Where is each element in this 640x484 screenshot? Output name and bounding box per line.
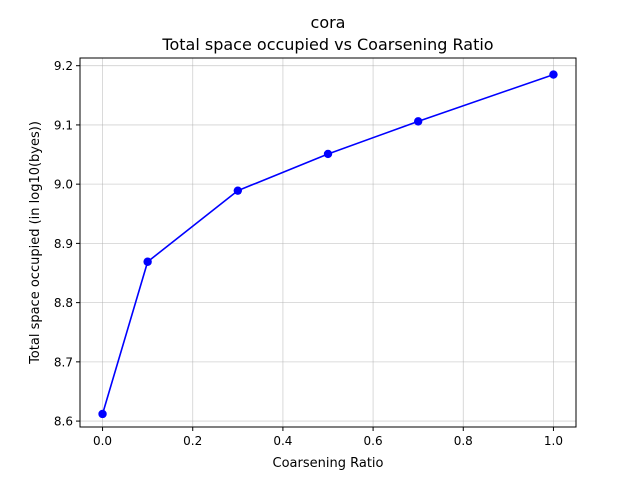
x-tick-label: 0.6 [364, 434, 383, 448]
y-tick-label: 8.8 [54, 296, 73, 310]
data-point [143, 257, 152, 266]
y-tick-label: 9.1 [54, 118, 73, 132]
data-point [98, 409, 107, 419]
x-tick-label: 0.2 [183, 434, 202, 448]
grid [80, 58, 576, 427]
y-tick-label: 8.7 [54, 355, 73, 369]
chart-title: cora [311, 13, 346, 32]
x-tick-label: 0.0 [93, 434, 112, 448]
axis-ticks: 0.0 0.2 0.4 0.6 0.8 1.0 8.6 8.7 8.8 8.9 9.0 9.1 9.2 [54, 59, 563, 448]
x-tick-label: 1.0 [544, 434, 563, 448]
data-point [233, 186, 243, 195]
chart-subtitle: Total space occupied vs Coarsening Ratio [161, 35, 493, 54]
data-point [413, 117, 423, 126]
x-axis-label: Coarsening Ratio [273, 456, 384, 471]
x-tick-label: 0.8 [454, 434, 473, 448]
y-tick-label: 8.9 [54, 237, 73, 251]
data-point [549, 70, 558, 79]
y-tick-label: 9.2 [54, 59, 73, 73]
x-tick-label: 0.4 [273, 434, 292, 448]
y-tick-label: 9.0 [54, 178, 73, 192]
series-line [101, 73, 554, 415]
y-axis-label: Total space occupied (in log10(byes)) [28, 121, 43, 365]
plot-frame [79, 57, 577, 428]
y-tick-label: 8.6 [54, 415, 73, 429]
series-layer [98, 70, 558, 419]
data-point [323, 149, 333, 159]
